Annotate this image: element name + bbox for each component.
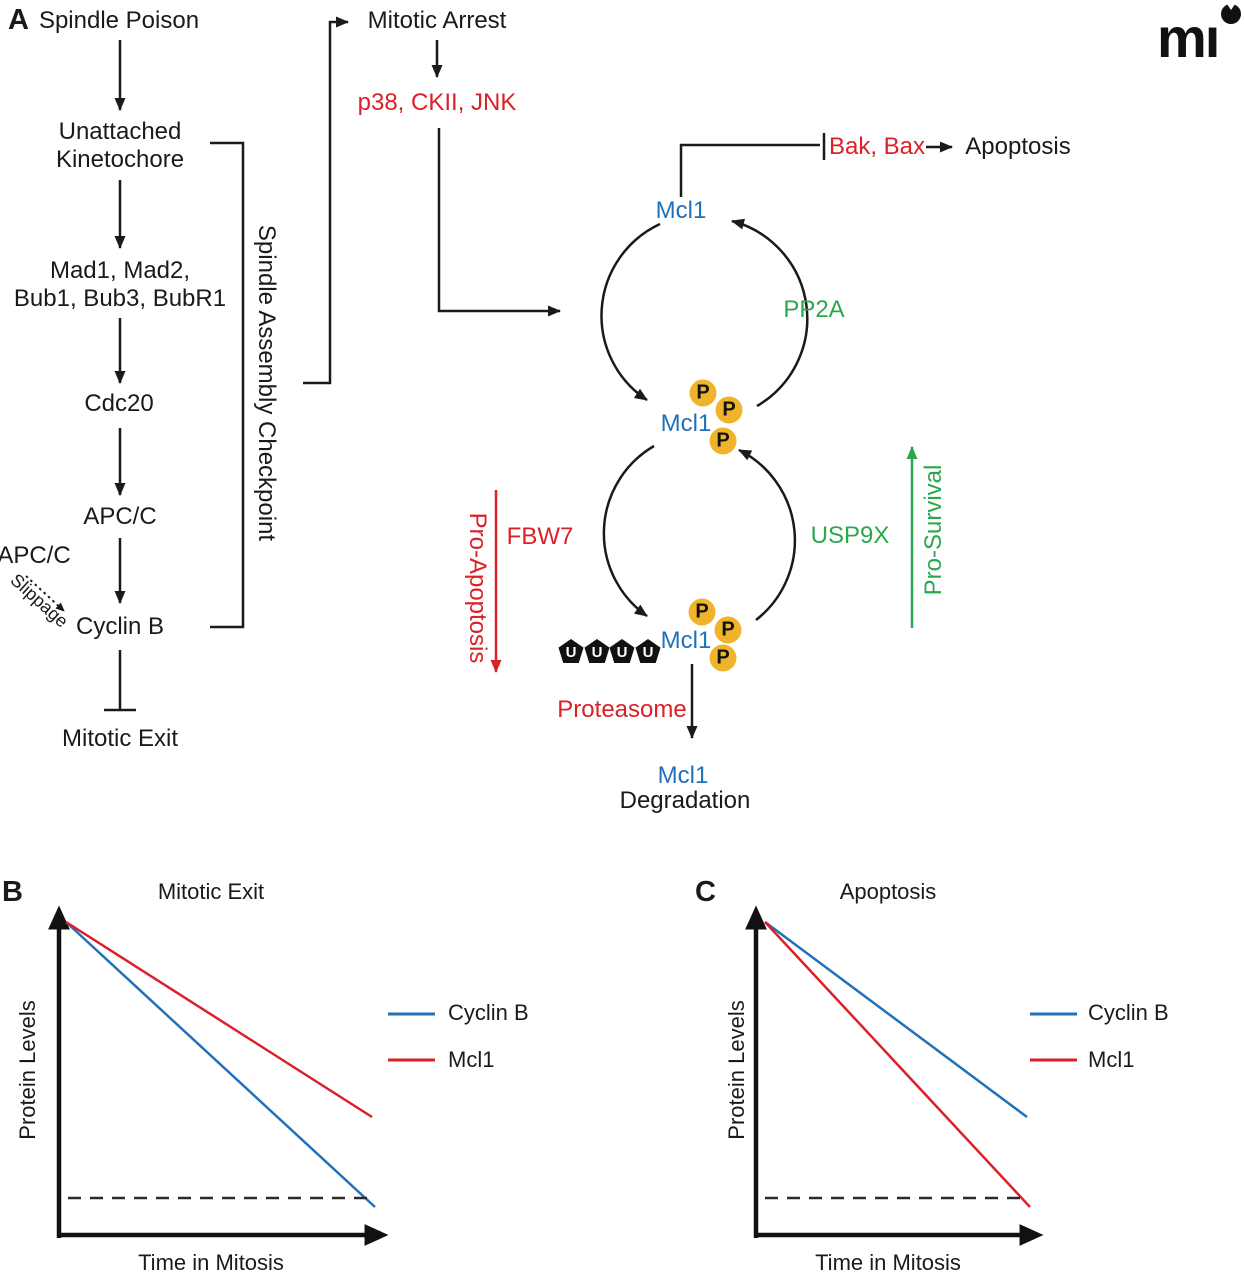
label-pro-apoptosis: Pro-Apoptosis	[464, 512, 492, 664]
arc-mcl1-phosphorylation	[600, 222, 661, 402]
label-spindle-assembly-checkpoint: Spindle Assembly Checkpoint	[253, 224, 281, 542]
phospho-badge: P	[709, 644, 737, 672]
panel-b-label: B	[2, 876, 23, 908]
journal-logo: mı	[1157, 1, 1244, 80]
panelB-x-axis-label: Time in Mitosis	[138, 1250, 284, 1276]
panelC-mcl1-line	[764, 921, 1031, 1208]
node-unattached-kinetochore-line2: Kinetochore	[55, 146, 185, 173]
label-fbw7: FBW7	[506, 522, 574, 550]
node-mcl1-ubiquitinated: Mcl1	[660, 626, 712, 654]
panelB-title: Mitotic Exit	[157, 879, 265, 905]
panelC-cyclinb-line	[764, 920, 1028, 1119]
ubiquitin-letter: U	[565, 644, 577, 661]
arrow-sac-to-mitotic-arrest	[303, 16, 349, 385]
journal-logo-letters: mı	[1157, 6, 1220, 69]
label-degradation: Degradation	[619, 786, 751, 814]
phospho-letter: P	[716, 429, 730, 452]
phospho-badge: P	[714, 616, 742, 644]
panel-a-label: A	[8, 4, 29, 36]
panelB-legend-cyclinb: Cyclin B	[448, 1000, 529, 1025]
node-apcc: APC/C	[83, 502, 157, 530]
label-usp9x: USP9X	[810, 521, 890, 549]
ubiquitin-letter: U	[642, 644, 654, 661]
panelC-title: Apoptosis	[839, 879, 937, 905]
panelB-mcl1-line	[65, 920, 373, 1119]
label-pp2a: PP2A	[783, 295, 845, 323]
inhibit-mcl1-bakbax-stem	[679, 143, 820, 197]
arc-pp2a-dephosphorylation	[731, 218, 809, 408]
panelC-y-axis-label: Protein Levels	[724, 1000, 750, 1140]
node-apoptosis: Apoptosis	[965, 132, 1071, 160]
ubiquitin-letter: U	[616, 644, 628, 661]
node-cdc20: Cdc20	[84, 389, 154, 417]
panelB-cyclinb-line	[65, 921, 376, 1208]
node-unattached-kinetochore: Unattached Kinetochore	[56, 118, 184, 174]
phospho-letter: P	[721, 618, 735, 641]
phospho-badge: P	[688, 598, 716, 626]
phospho-badge: P	[709, 427, 737, 455]
phospho-letter: P	[716, 646, 730, 669]
node-mcl1-top: Mcl1	[655, 196, 707, 224]
node-mitotic-exit: Mitotic Exit	[61, 724, 179, 752]
journal-logo-dot-icon	[1221, 1, 1241, 24]
panelB-legend-mcl1: Mcl1	[448, 1047, 495, 1072]
ubiquitin-letter: U	[591, 644, 603, 661]
node-unattached-kinetochore-line1: Unattached	[58, 117, 182, 145]
panelC-x-axis-label: Time in Mitosis	[815, 1250, 961, 1276]
node-cyclin-b: Cyclin B	[75, 612, 165, 640]
node-mcl1-degraded: Mcl1	[657, 761, 709, 789]
panelC-legend-mcl1: Mcl1	[1088, 1047, 1135, 1072]
node-checkpoint-proteins-line2: Bub1, Bub3, BubR1	[13, 285, 227, 312]
node-mitotic-arrest: Mitotic Arrest	[367, 6, 507, 34]
phospho-badge: P	[689, 379, 717, 407]
node-apcc-slippage: APC/C	[0, 541, 71, 569]
arc-usp9x-deubiquitination	[738, 448, 797, 621]
node-checkpoint-proteins: Mad1, Mad2, Bub1, Bub3, BubR1	[14, 257, 226, 313]
arrow-slippage-dotted	[25, 575, 65, 612]
node-spindle-poison: Spindle Poison	[38, 6, 200, 34]
label-pro-survival: Pro-Survival	[919, 464, 947, 596]
phospho-letter: P	[695, 600, 709, 623]
arc-fbw7-ubiquitination	[602, 444, 655, 618]
node-kinases: p38, CKII, JNK	[357, 88, 517, 116]
sac-bracket	[210, 141, 245, 629]
phospho-letter: P	[722, 398, 736, 421]
label-proteasome: Proteasome	[557, 695, 687, 723]
phospho-badge: P	[715, 396, 743, 424]
node-mcl1-phospho: Mcl1	[660, 409, 712, 437]
node-checkpoint-proteins-line1: Mad1, Mad2,	[49, 256, 191, 284]
phospho-letter: P	[696, 381, 710, 404]
panel-c-label: C	[695, 876, 716, 908]
arrow-kinases-to-cycle	[437, 128, 561, 317]
panelB-y-axis-label: Protein Levels	[15, 1000, 41, 1140]
panelC-legend-cyclinb: Cyclin B	[1088, 1000, 1169, 1025]
node-bak-bax: Bak, Bax	[828, 132, 926, 160]
journal-logo-dot-notch	[1225, 1, 1237, 10]
